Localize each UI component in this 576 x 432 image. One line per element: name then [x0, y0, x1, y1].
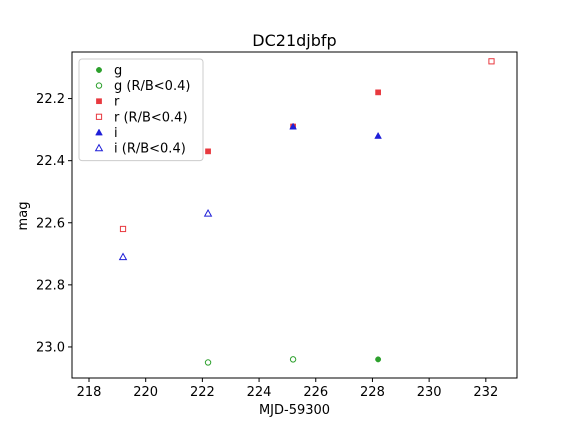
series-1 — [204, 356, 297, 366]
x-tick-label: 220 — [133, 385, 158, 400]
data-point — [118, 252, 128, 261]
legend-marker — [94, 143, 104, 152]
y-tick-label: 22.2 — [36, 92, 65, 107]
legend-marker — [95, 113, 103, 120]
x-axis-label: MJD-59300 — [259, 403, 330, 418]
legend-label: g (R/B<0.4) — [114, 79, 190, 94]
data-point — [375, 89, 381, 96]
legend: gg (R/B<0.4)rr (R/B<0.4)ii (R/B<0.4) — [78, 58, 204, 162]
data-point — [205, 148, 211, 155]
legend-entry: r — [96, 95, 120, 110]
legend-label: i — [114, 126, 118, 141]
y-tick-label: 22.8 — [36, 278, 65, 293]
legend-label: r — [114, 95, 120, 110]
x-tick-label: 222 — [190, 385, 215, 400]
legend-box — [78, 58, 204, 162]
y-axis-label: mag — [16, 202, 31, 231]
series-2 — [205, 89, 381, 155]
x-tick-label: 226 — [303, 385, 328, 400]
data-point — [289, 122, 297, 130]
series-3 — [119, 58, 495, 233]
legend-label: g — [114, 64, 122, 79]
series-0 — [375, 356, 382, 363]
series-4 — [289, 122, 382, 139]
y-tick-label: 22.4 — [36, 154, 65, 169]
chart-title: DC21djbfp — [252, 31, 336, 50]
series-5 — [118, 209, 213, 261]
x-tick-label: 224 — [247, 385, 272, 400]
plot-frame — [71, 51, 518, 379]
data-point — [203, 209, 213, 217]
legend-entry: i — [95, 126, 118, 141]
legend-label: r (R/B<0.4) — [114, 110, 188, 125]
x-tick-label: 232 — [473, 385, 498, 400]
legend-label: i (R/B<0.4) — [114, 142, 186, 157]
x-tick-label: 228 — [360, 385, 385, 400]
y-tick-label: 23.0 — [36, 340, 65, 355]
legend-entry: i (R/B<0.4) — [94, 142, 186, 157]
y-axis: 22.2 22.4 22.6 22.8 23.0 — [36, 92, 72, 355]
legend-marker — [95, 128, 103, 136]
data-point — [374, 131, 382, 139]
plot-area — [71, 51, 518, 379]
x-tick-label: 218 — [77, 385, 102, 400]
y-tick-label: 22.6 — [36, 216, 65, 231]
x-axis: 218 220 222 224 226 228 230 232 — [77, 378, 498, 400]
data-point — [375, 356, 382, 363]
legend-entry: g (R/B<0.4) — [95, 79, 190, 94]
data-point — [488, 58, 495, 65]
x-tick-label: 230 — [417, 385, 442, 400]
legend-entry: r (R/B<0.4) — [95, 110, 188, 125]
legend-marker — [96, 67, 102, 73]
data-point — [204, 359, 212, 366]
legend-marker — [96, 98, 102, 105]
legend-marker — [95, 82, 103, 89]
data-point — [119, 225, 127, 233]
data-point — [289, 356, 297, 363]
legend-entry: g — [96, 64, 122, 79]
